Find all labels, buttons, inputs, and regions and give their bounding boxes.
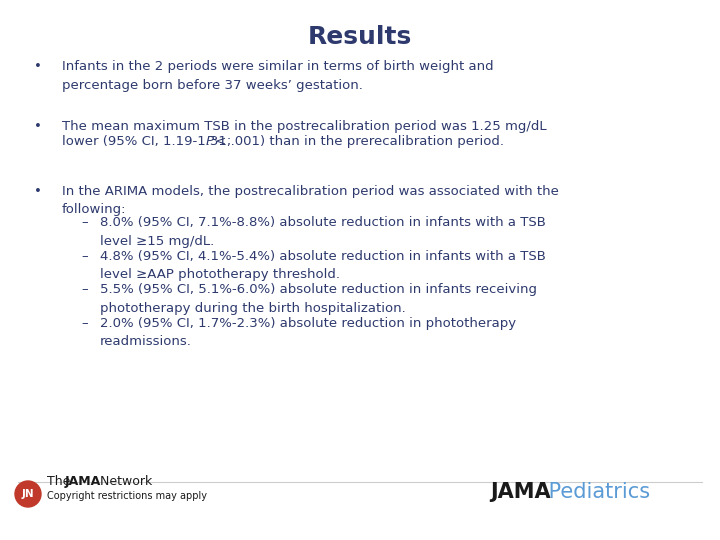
Text: 5.5% (95% CI, 5.1%-6.0%) absolute reduction in infants receiving
phototherapy du: 5.5% (95% CI, 5.1%-6.0%) absolute reduct… xyxy=(100,284,537,315)
Text: 4.8% (95% CI, 4.1%-5.4%) absolute reduction in infants with a TSB
level ≥AAP pho: 4.8% (95% CI, 4.1%-5.4%) absolute reduct… xyxy=(100,250,546,281)
Text: –: – xyxy=(81,317,88,330)
Text: –: – xyxy=(81,217,88,230)
Text: Network: Network xyxy=(96,475,152,488)
Text: The mean maximum TSB in the postrecalibration period was 1.25 mg/dL: The mean maximum TSB in the postrecalibr… xyxy=(62,120,546,133)
Text: Copyright restrictions may apply: Copyright restrictions may apply xyxy=(47,491,207,501)
Text: 8.0% (95% CI, 7.1%-8.8%) absolute reduction in infants with a TSB
level ≥15 mg/d: 8.0% (95% CI, 7.1%-8.8%) absolute reduct… xyxy=(100,217,546,248)
Text: 2.0% (95% CI, 1.7%-2.3%) absolute reduction in phototherapy
readmissions.: 2.0% (95% CI, 1.7%-2.3%) absolute reduct… xyxy=(100,317,516,348)
Text: –: – xyxy=(81,250,88,263)
Text: Pediatrics: Pediatrics xyxy=(542,482,650,502)
Text: •: • xyxy=(34,60,42,73)
Circle shape xyxy=(15,481,41,507)
Text: Infants in the 2 periods were similar in terms of birth weight and
percentage bo: Infants in the 2 periods were similar in… xyxy=(62,60,494,91)
Text: •: • xyxy=(34,185,42,198)
Text: < .001) than in the prerecalibration period.: < .001) than in the prerecalibration per… xyxy=(211,134,504,148)
Text: The: The xyxy=(47,475,74,488)
Text: –: – xyxy=(81,284,88,296)
Text: JAMA: JAMA xyxy=(65,475,102,488)
Text: JAMA: JAMA xyxy=(490,482,551,502)
Text: •: • xyxy=(34,120,42,133)
Text: JN: JN xyxy=(22,489,35,499)
Text: Results: Results xyxy=(308,25,412,49)
Text: lower (95% CI, 1.19-1.31;: lower (95% CI, 1.19-1.31; xyxy=(62,134,235,148)
Text: In the ARIMA models, the postrecalibration period was associated with the
follow: In the ARIMA models, the postrecalibrati… xyxy=(62,185,559,217)
Text: P: P xyxy=(205,134,213,148)
